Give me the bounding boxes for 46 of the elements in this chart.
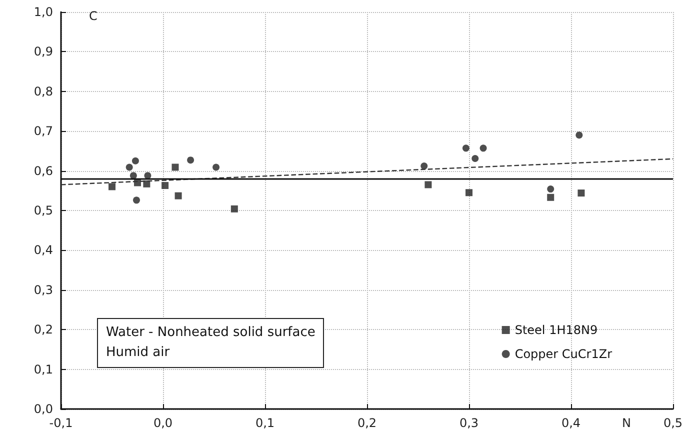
y-tick-label: 1,0 (34, 5, 53, 19)
point (578, 190, 585, 197)
point (130, 172, 137, 180)
point (424, 181, 432, 188)
point (230, 205, 238, 212)
x-tick-label: 0,4 (561, 416, 581, 430)
y-tick-label: 0,9 (34, 44, 53, 59)
y-tick-label: 0,0 (34, 402, 53, 416)
x-tick-label: 0,1 (255, 416, 275, 430)
x-tick-label: 0,0 (153, 416, 173, 430)
y-tick-label: 0,7 (34, 124, 53, 138)
x-axis-title: N (622, 416, 631, 430)
point (547, 194, 554, 201)
y-tick-label: 0,8 (34, 84, 53, 98)
y-tick-label: 0,5 (34, 204, 53, 218)
y-tick-label: 0,1 (34, 362, 53, 376)
point (187, 156, 194, 164)
y-tick-label: 0,3 (34, 282, 53, 297)
point (212, 164, 220, 171)
y-tick-label: 0,2 (34, 322, 53, 337)
point (576, 132, 583, 139)
point (108, 183, 116, 190)
annotation: Humid air (106, 344, 171, 362)
legend-label: Copper CuCr1Zr (514, 347, 612, 361)
point (132, 157, 139, 164)
y-tick-label: 0,4 (34, 243, 53, 258)
point (162, 182, 169, 189)
annotation: Water - Nonheated solid surface (106, 324, 316, 342)
x-tick-label: -0,1 (49, 416, 73, 430)
y-axis-title: C (89, 9, 98, 23)
point (472, 154, 479, 162)
legend-label: Steel 1H18N9 (514, 323, 598, 337)
point (466, 189, 472, 196)
point (547, 186, 554, 193)
y-tick-label: 0,6 (34, 164, 53, 178)
point (144, 172, 152, 180)
point (132, 196, 140, 204)
x-tick-label: 0,3 (459, 416, 479, 430)
point (172, 164, 179, 171)
point (174, 192, 182, 200)
point (126, 164, 133, 171)
x-tick-label: 0,2 (357, 416, 377, 430)
point (420, 162, 428, 170)
point (480, 144, 487, 152)
x-tick-label: 0,5 (663, 416, 683, 430)
point (462, 144, 470, 152)
